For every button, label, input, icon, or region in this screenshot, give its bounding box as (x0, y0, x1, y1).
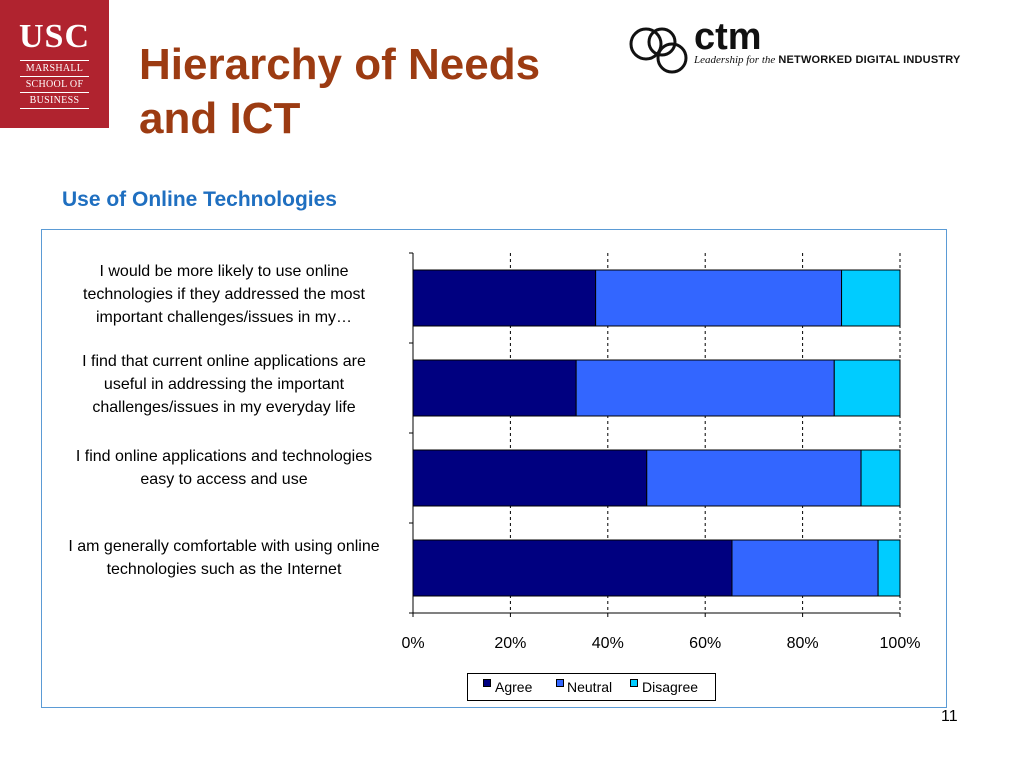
usc-logo-rule (20, 60, 89, 61)
category-label: I find that current online applications … (46, 350, 402, 419)
legend-swatch-agree (483, 679, 491, 687)
category-label-line: useful in addressing the important (103, 375, 345, 393)
usc-logo-line: BUSINESS (29, 95, 80, 106)
page-number: 11 (941, 708, 958, 725)
category-label-line: technologies if they addressed the most (83, 285, 365, 303)
category-label: I am generally comfortable with using on… (46, 535, 402, 581)
usc-logo-rule (20, 76, 89, 77)
category-label-line: I find online applications and technolog… (75, 448, 373, 465)
category-label-line: I am generally comfortable with using on… (68, 538, 380, 555)
category-label-line: important challenges/issues in my… (95, 308, 353, 326)
category-label-line: technologies such as the Internet (106, 561, 342, 578)
usc-logo-rule (20, 108, 89, 109)
ctm-tagline-lead: Leadership for the (694, 54, 776, 66)
usc-logo-text: USC (18, 18, 91, 55)
legend-label-agree: Agree (495, 679, 533, 695)
legend-swatch-disagree (630, 679, 638, 687)
usc-logo-line: SCHOOL OF (25, 79, 84, 90)
legend-swatch-neutral (556, 679, 564, 687)
legend-label-disagree: Disagree (642, 679, 699, 695)
ctm-rings-icon (629, 27, 688, 74)
ctm-wordmark: ctm (694, 16, 762, 58)
ctm-logo: ctm Leadership for the NETWORKED DIGITAL… (628, 16, 988, 76)
category-label-line: challenges/issues in my everyday life (92, 398, 356, 416)
title-line: Hierarchy of Needs (139, 40, 541, 89)
ctm-tagline: Leadership for the NETWORKED DIGITAL IND… (694, 54, 961, 66)
slide-title: Hierarchy of Needs and ICT (139, 38, 619, 146)
usc-logo-rule (20, 92, 89, 93)
title-line: and ICT (139, 94, 301, 143)
chart-legend: Agree Neutral Disagree (467, 673, 716, 701)
category-label-line: I would be more likely to use online (99, 262, 349, 280)
category-label: I would be more likely to use online tech… (46, 260, 402, 329)
usc-marshall-logo: USC MARSHALL SCHOOL OF BUSINESS (0, 0, 109, 128)
chart-subtitle: Use of Online Technologies (62, 188, 337, 211)
ctm-tagline-industry: NETWORKED DIGITAL INDUSTRY (778, 54, 961, 66)
legend-label-neutral: Neutral (567, 679, 613, 695)
usc-logo-line: MARSHALL (25, 63, 84, 74)
category-label: I find online applications and technolog… (46, 445, 402, 491)
category-label-line: easy to access and use (140, 471, 308, 488)
category-label-line: I find that current online applications … (82, 352, 366, 370)
